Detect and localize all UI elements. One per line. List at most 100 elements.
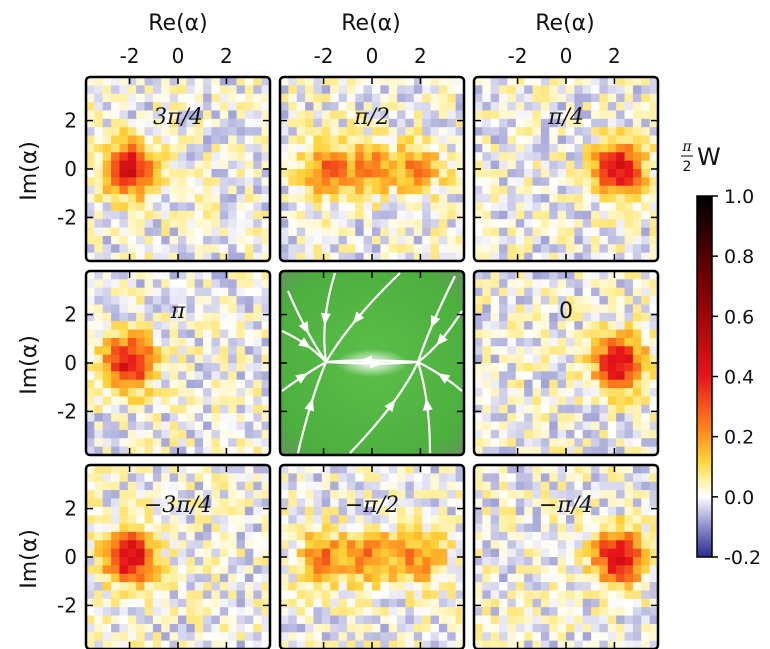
heatmap-cell [430, 607, 440, 616]
heatmap-cell [490, 110, 500, 120]
heatmap-cell [599, 135, 609, 145]
heatmap-cell [136, 404, 145, 414]
heatmap-cell [305, 531, 314, 541]
heatmap-cell [296, 93, 306, 103]
heatmap-cell [203, 379, 212, 389]
heatmap-cell [405, 252, 415, 261]
heatmap-cell [94, 531, 104, 541]
heatmap-cell [363, 540, 373, 550]
heatmap-cell [507, 77, 517, 86]
heatmap-cell [244, 506, 254, 516]
heatmap-cell [86, 404, 95, 414]
heatmap-cell [649, 118, 658, 128]
heatmap-cell [482, 615, 492, 625]
heatmap-cell [338, 615, 348, 625]
heatmap-cell [296, 177, 306, 187]
heatmap-cell [507, 85, 517, 95]
heatmap-cell [649, 244, 658, 254]
heatmap-cell [641, 85, 651, 95]
heatmap-cell [219, 329, 229, 339]
heatmap-cell [566, 429, 575, 439]
heatmap-cell [119, 523, 129, 533]
heatmap-cell [144, 93, 154, 103]
heatmap-cell [574, 429, 584, 439]
heatmap-cell [228, 446, 237, 455]
heatmap-cell [540, 498, 550, 508]
heatmap-cell [178, 498, 187, 508]
heatmap-cell [616, 465, 625, 474]
heatmap-cell [169, 279, 179, 289]
heatmap-cell [261, 404, 270, 414]
heatmap-cell [127, 127, 137, 136]
heatmap-cell [405, 93, 415, 103]
heatmap-cell [94, 515, 104, 524]
heatmap-cell [599, 582, 609, 591]
heatmap-cell [413, 143, 423, 153]
heatmap-cell [119, 185, 129, 195]
heatmap-cell [194, 429, 204, 439]
heatmap-cell [413, 531, 423, 541]
heatmap-cell [280, 235, 289, 245]
heatmap-cell [346, 640, 356, 649]
heatmap-cell [447, 548, 457, 558]
heatmap-cell [641, 202, 651, 212]
heatmap-cell [388, 93, 398, 103]
heatmap-cell [288, 194, 298, 203]
heatmap-cell [624, 235, 634, 245]
heatmap-cell [280, 85, 289, 95]
heatmap-cell [186, 304, 196, 314]
heatmap-cell [507, 363, 517, 372]
heatmap-cell [607, 506, 617, 516]
heatmap-cell [557, 473, 567, 483]
heatmap-cell [422, 615, 431, 625]
heatmap-cell [582, 490, 592, 499]
heatmap-cell [582, 438, 592, 448]
heatmap-cell [591, 548, 600, 558]
heatmap-cell [607, 312, 617, 322]
heatmap-cell [422, 118, 431, 128]
heatmap-cell [532, 202, 542, 212]
heatmap-cell [455, 548, 464, 558]
heatmap-cell [591, 346, 600, 356]
heatmap-cell [624, 598, 634, 608]
heatmap-cell [161, 296, 171, 305]
heatmap-cell [161, 446, 171, 455]
heatmap-cell [540, 396, 550, 406]
heatmap-cell [599, 515, 609, 524]
heatmap-cell [649, 304, 658, 314]
heatmap-cell [219, 312, 229, 322]
heatmap-cell [253, 143, 263, 153]
heatmap-cell [607, 252, 617, 261]
heatmap-cell [372, 523, 381, 533]
heatmap-cell [524, 312, 533, 322]
heatmap-cell [388, 135, 398, 145]
heatmap-cell [211, 85, 221, 95]
heatmap-cell [616, 523, 625, 533]
heatmap-cell [524, 498, 533, 508]
heatmap-cell [111, 582, 120, 591]
heatmap-cell [136, 590, 145, 600]
heatmap-cell [219, 481, 229, 491]
heatmap-cell [413, 235, 423, 245]
heatmap-cell [380, 152, 390, 162]
heatmap-cell [119, 548, 129, 558]
heatmap-cell [438, 219, 448, 228]
heatmap-cell [144, 354, 154, 364]
heatmap-cell [211, 490, 221, 499]
heatmap-cell [422, 557, 431, 566]
heatmap-cell [244, 194, 254, 203]
heatmap-cell [641, 388, 651, 397]
heatmap-cell [641, 371, 651, 381]
heatmap-cell [228, 632, 237, 642]
heatmap-cell [363, 565, 373, 575]
heatmap-cell [313, 473, 323, 483]
heatmap-cell [430, 498, 440, 508]
colorbar-tick-label: 0.2 [724, 427, 754, 449]
heatmap-cell [372, 202, 381, 212]
heatmap-cell [515, 252, 525, 261]
heatmap-cell [490, 640, 500, 649]
heatmap-cell [119, 540, 129, 550]
heatmap-cell [616, 607, 625, 616]
heatmap-cell [261, 160, 270, 170]
heatmap-cell [203, 515, 212, 524]
